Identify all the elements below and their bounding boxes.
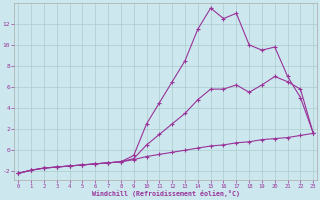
X-axis label: Windchill (Refroidissement éolien,°C): Windchill (Refroidissement éolien,°C): [92, 190, 240, 197]
